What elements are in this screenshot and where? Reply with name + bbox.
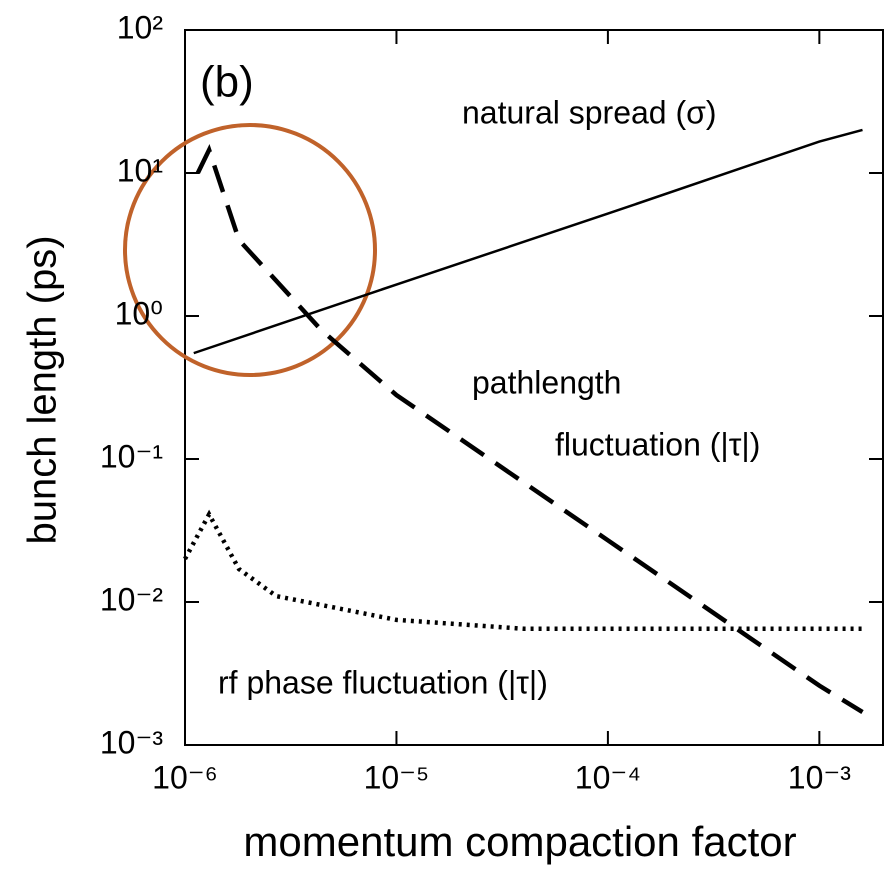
x-tick-label: 10⁻⁵ <box>364 759 430 795</box>
highlight-circle <box>123 123 377 377</box>
y-tick-label: 10² <box>117 9 164 45</box>
y-tick-label: 10⁰ <box>115 295 163 331</box>
y-axis-label: bunch length (ps) <box>21 235 65 544</box>
annotation: rf phase fluctuation (|τ|) <box>218 664 548 700</box>
series-line <box>195 143 864 714</box>
x-tick-label: 10⁻³ <box>788 759 851 795</box>
x-tick-label: 10⁻⁶ <box>152 759 218 795</box>
annotation: fluctuation (|τ|) <box>555 426 760 462</box>
y-tick-label: 10⁻² <box>100 581 163 617</box>
x-axis-label: momentum compaction factor <box>243 818 796 865</box>
annotation: natural spread (σ) <box>462 94 717 130</box>
x-tick-label: 10⁻⁴ <box>575 759 641 795</box>
series-line <box>183 509 863 632</box>
annotation: (b) <box>200 58 254 107</box>
annotation: pathlength <box>472 364 621 400</box>
y-tick-label: 10⁻³ <box>100 724 163 760</box>
series-line <box>193 128 863 355</box>
y-tick-label: 10⁻¹ <box>100 438 163 474</box>
plot-frame <box>184 29 884 746</box>
y-tick-label: 10¹ <box>117 152 163 188</box>
